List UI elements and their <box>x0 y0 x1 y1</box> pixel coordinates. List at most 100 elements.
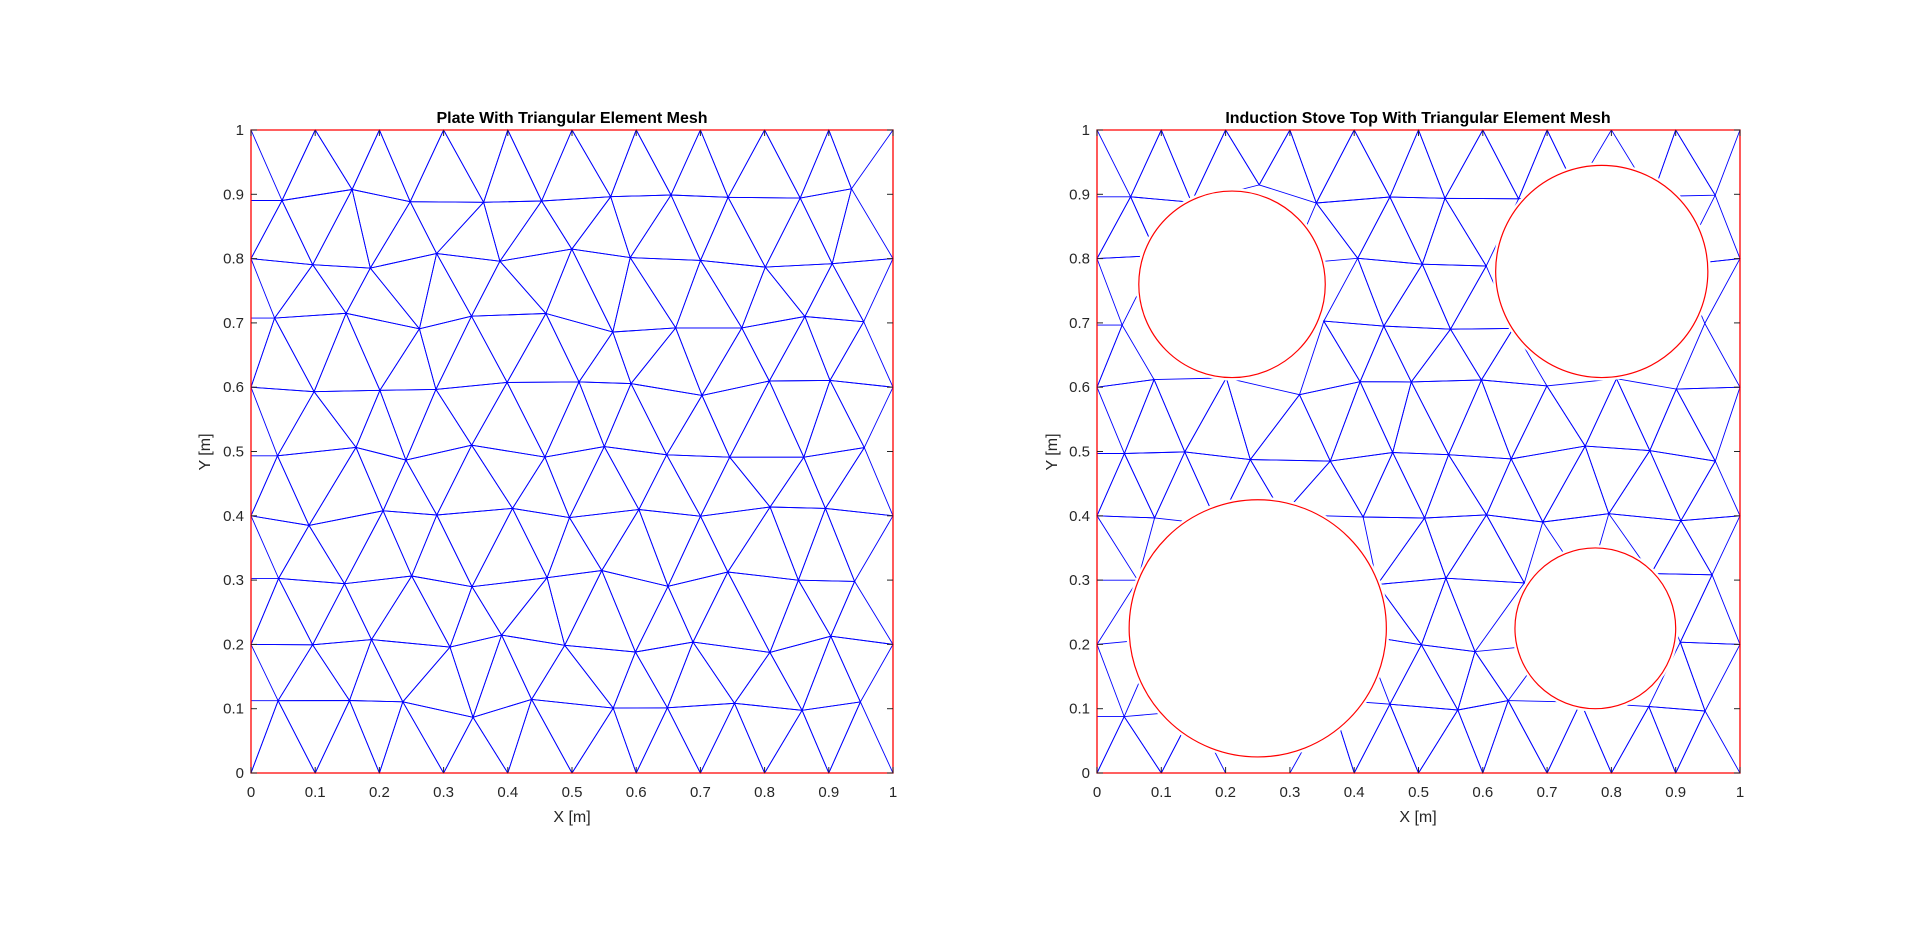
x-tick-label: 0.3 <box>433 784 454 801</box>
mesh-triangle <box>769 456 827 509</box>
mesh-triangle <box>692 571 771 653</box>
mesh-triangle <box>1359 325 1413 383</box>
mesh-triangle <box>382 510 438 578</box>
mesh-triangle <box>601 508 669 587</box>
plate-mesh <box>250 128 894 775</box>
mesh-triangle <box>1353 703 1420 774</box>
mesh-triangle <box>1584 377 1651 452</box>
mesh-triangle <box>727 196 801 269</box>
mesh-triangle <box>568 508 640 572</box>
mesh-triangle <box>675 327 743 397</box>
mesh-triangle <box>250 700 279 774</box>
mesh-triangle <box>348 700 404 775</box>
y-tick-label: 0.7 <box>223 315 244 332</box>
mesh-triangle <box>699 259 766 329</box>
y-tick-label: 0.2 <box>1069 636 1090 653</box>
mesh-triangle <box>1123 378 1186 454</box>
y-tick-label: 0.3 <box>1069 572 1090 589</box>
mesh-triangle <box>314 699 381 774</box>
burner-hole-boundary <box>1128 499 1387 758</box>
mesh-triangle <box>1674 710 1741 774</box>
mesh-triangle <box>1417 709 1484 774</box>
mesh-triangle <box>449 585 503 648</box>
mesh-triangle <box>799 188 853 265</box>
mesh-triangle <box>511 507 571 579</box>
mesh-triangle <box>470 444 546 510</box>
mesh-triangle <box>699 456 771 517</box>
x-tick-label: 0.6 <box>626 784 647 801</box>
mesh-triangle <box>273 312 347 393</box>
mesh-triangle <box>343 509 413 585</box>
mesh-triangle <box>829 320 894 388</box>
mesh-triangle <box>472 698 533 775</box>
mesh-triangle <box>675 259 743 329</box>
mesh-triangle <box>803 446 866 510</box>
mesh-triangle <box>630 327 703 396</box>
mesh-triangle <box>665 454 731 518</box>
y-tick-label: 0.8 <box>223 251 244 268</box>
mesh-triangle <box>545 247 614 333</box>
mesh-triangle <box>313 389 381 449</box>
mesh-triangle <box>769 579 832 654</box>
mesh-triangle <box>250 515 310 580</box>
plate-y-axis-label: Y [m] <box>197 433 214 470</box>
mesh-triangle <box>379 388 437 462</box>
mesh-triangle <box>418 252 473 330</box>
mesh-triangle <box>1480 327 1548 387</box>
x-tick-label: 0.8 <box>1601 784 1622 801</box>
mesh-triangle <box>1224 129 1291 186</box>
y-tick-label: 0.4 <box>1069 508 1090 525</box>
mesh-triangle <box>1096 324 1155 388</box>
mesh-triangle <box>470 260 547 317</box>
mesh-triangle <box>343 575 413 641</box>
y-tick-label: 0.7 <box>1069 315 1090 332</box>
mesh-triangle <box>1423 453 1488 519</box>
mesh-triangle <box>1315 196 1391 260</box>
y-tick-label: 0.3 <box>223 572 244 589</box>
mesh-triangle <box>507 698 573 774</box>
mesh-triangle <box>1410 328 1483 383</box>
mesh-triangle <box>803 379 865 458</box>
mesh-triangle <box>1391 452 1450 520</box>
mesh-triangle <box>612 327 677 385</box>
mesh-triangle <box>483 200 543 263</box>
mesh-triangle <box>546 516 603 579</box>
y-tick-label: 0.6 <box>1069 379 1090 396</box>
mesh-triangle <box>764 197 833 268</box>
y-tick-label: 0.2 <box>223 636 244 653</box>
mesh-triangle <box>610 128 672 198</box>
mesh-triangle <box>1510 384 1586 460</box>
mesh-triangle <box>1444 129 1520 200</box>
stove-mesh-plot: Induction Stove Top With Triangular Elem… <box>1044 110 1744 826</box>
mesh-triangle <box>250 199 314 266</box>
mesh-triangle <box>666 641 736 709</box>
mesh-triangle <box>733 651 803 711</box>
mesh-triangle <box>250 316 315 393</box>
mesh-triangle <box>830 580 894 645</box>
mesh-triangle <box>804 315 865 382</box>
mesh-triangle <box>634 585 694 653</box>
mesh-triangle <box>1356 195 1424 265</box>
mesh-triangle <box>545 312 614 383</box>
stove-mesh <box>1096 128 1741 775</box>
mesh-triangle <box>250 200 283 259</box>
mesh-triangle <box>449 634 503 719</box>
mesh-triangle <box>828 129 894 190</box>
x-tick-label: 0 <box>247 784 255 801</box>
mesh-triangle <box>1323 257 1385 327</box>
mesh-triangle <box>308 510 384 585</box>
mesh-triangle <box>1507 700 1582 774</box>
mesh-triangle <box>563 644 637 710</box>
burner-hole-boundary <box>1138 190 1326 379</box>
mesh-triangle <box>369 252 438 330</box>
mesh-triangle <box>1650 519 1713 576</box>
mesh-triangle <box>578 381 632 448</box>
mesh-triangle <box>544 380 605 458</box>
mesh-triangle <box>1096 453 1126 516</box>
mesh-triangle <box>470 381 546 458</box>
y-tick-label: 0.9 <box>1069 186 1090 203</box>
mesh-triangle <box>801 701 862 775</box>
mesh-triangle <box>804 262 865 323</box>
x-tick-label: 0.5 <box>1408 784 1429 801</box>
